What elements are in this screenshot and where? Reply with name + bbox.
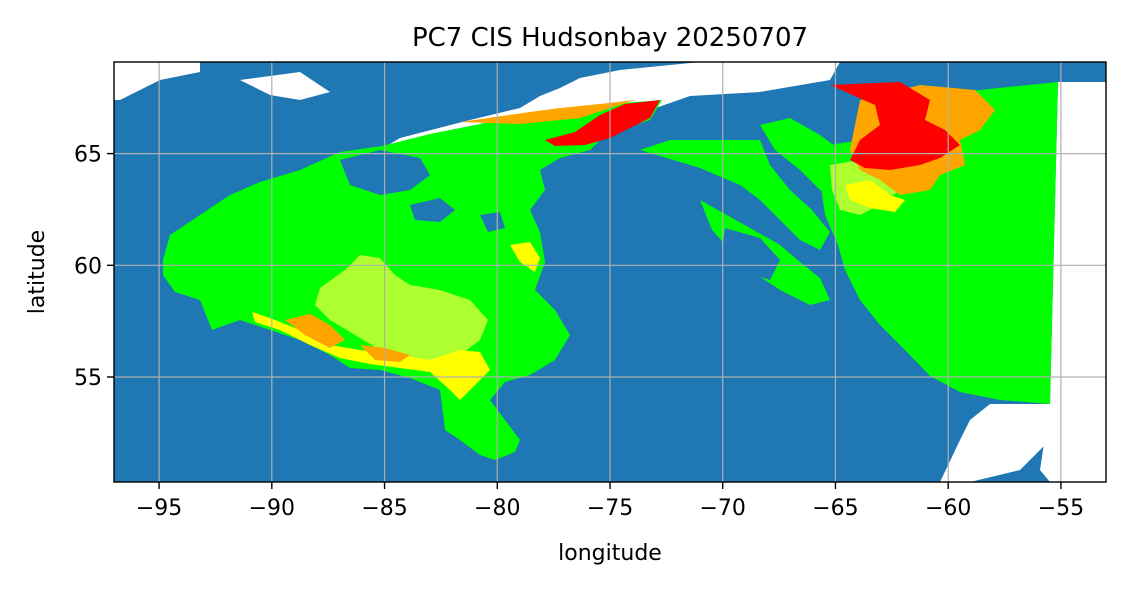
open-water-labrador-shelf — [940, 404, 1050, 482]
ice-region-red-northwest — [545, 100, 660, 146]
y-tick-label: 65 — [74, 143, 102, 168]
x-tick-label: −75 — [587, 496, 633, 521]
chart-title: PC7 CIS Hudsonbay 20250707 — [412, 23, 808, 53]
water-northwest-strip — [114, 62, 200, 100]
ice-region-orange-west — [285, 314, 345, 348]
ice-region-yellow-mid — [510, 242, 540, 272]
x-tick-label: −85 — [361, 496, 407, 521]
y-axis-label: latitude — [25, 230, 50, 314]
open-water-east — [1040, 82, 1106, 482]
ice-region-yellowgreen-west — [315, 255, 488, 362]
ice-region-foxe-channel — [640, 140, 830, 250]
water-northwest-inlet — [240, 72, 330, 100]
x-axis-label: longitude — [558, 541, 662, 566]
x-tick-label: −95 — [136, 496, 182, 521]
x-tick-label: −65 — [812, 496, 858, 521]
island-mansel — [480, 212, 505, 232]
water-sliver — [554, 88, 580, 102]
x-tick-label: −80 — [474, 496, 520, 521]
x-tick-label: −70 — [700, 496, 746, 521]
ice-region-yellow-east — [845, 180, 905, 212]
x-tick-label: −55 — [1038, 496, 1084, 521]
island-resolution — [722, 228, 780, 280]
gridlines — [114, 62, 1106, 482]
y-tick-label: 55 — [74, 366, 102, 391]
ice-region-orange-northwest — [460, 100, 635, 124]
island-coats — [410, 198, 455, 222]
y-tick-label: 60 — [74, 254, 102, 279]
ice-region-hudson-bay — [163, 100, 662, 460]
x-tick-label: −90 — [249, 496, 295, 521]
y-axis-ticks: 55 60 65 — [74, 143, 114, 391]
x-axis-ticks: −95 −90 −85 −80 −75 −70 −65 −60 −55 — [136, 482, 1084, 521]
ice-region-red-east — [830, 82, 960, 170]
ice-region-baffin-south — [760, 118, 845, 200]
x-tick-label: −60 — [925, 496, 971, 521]
